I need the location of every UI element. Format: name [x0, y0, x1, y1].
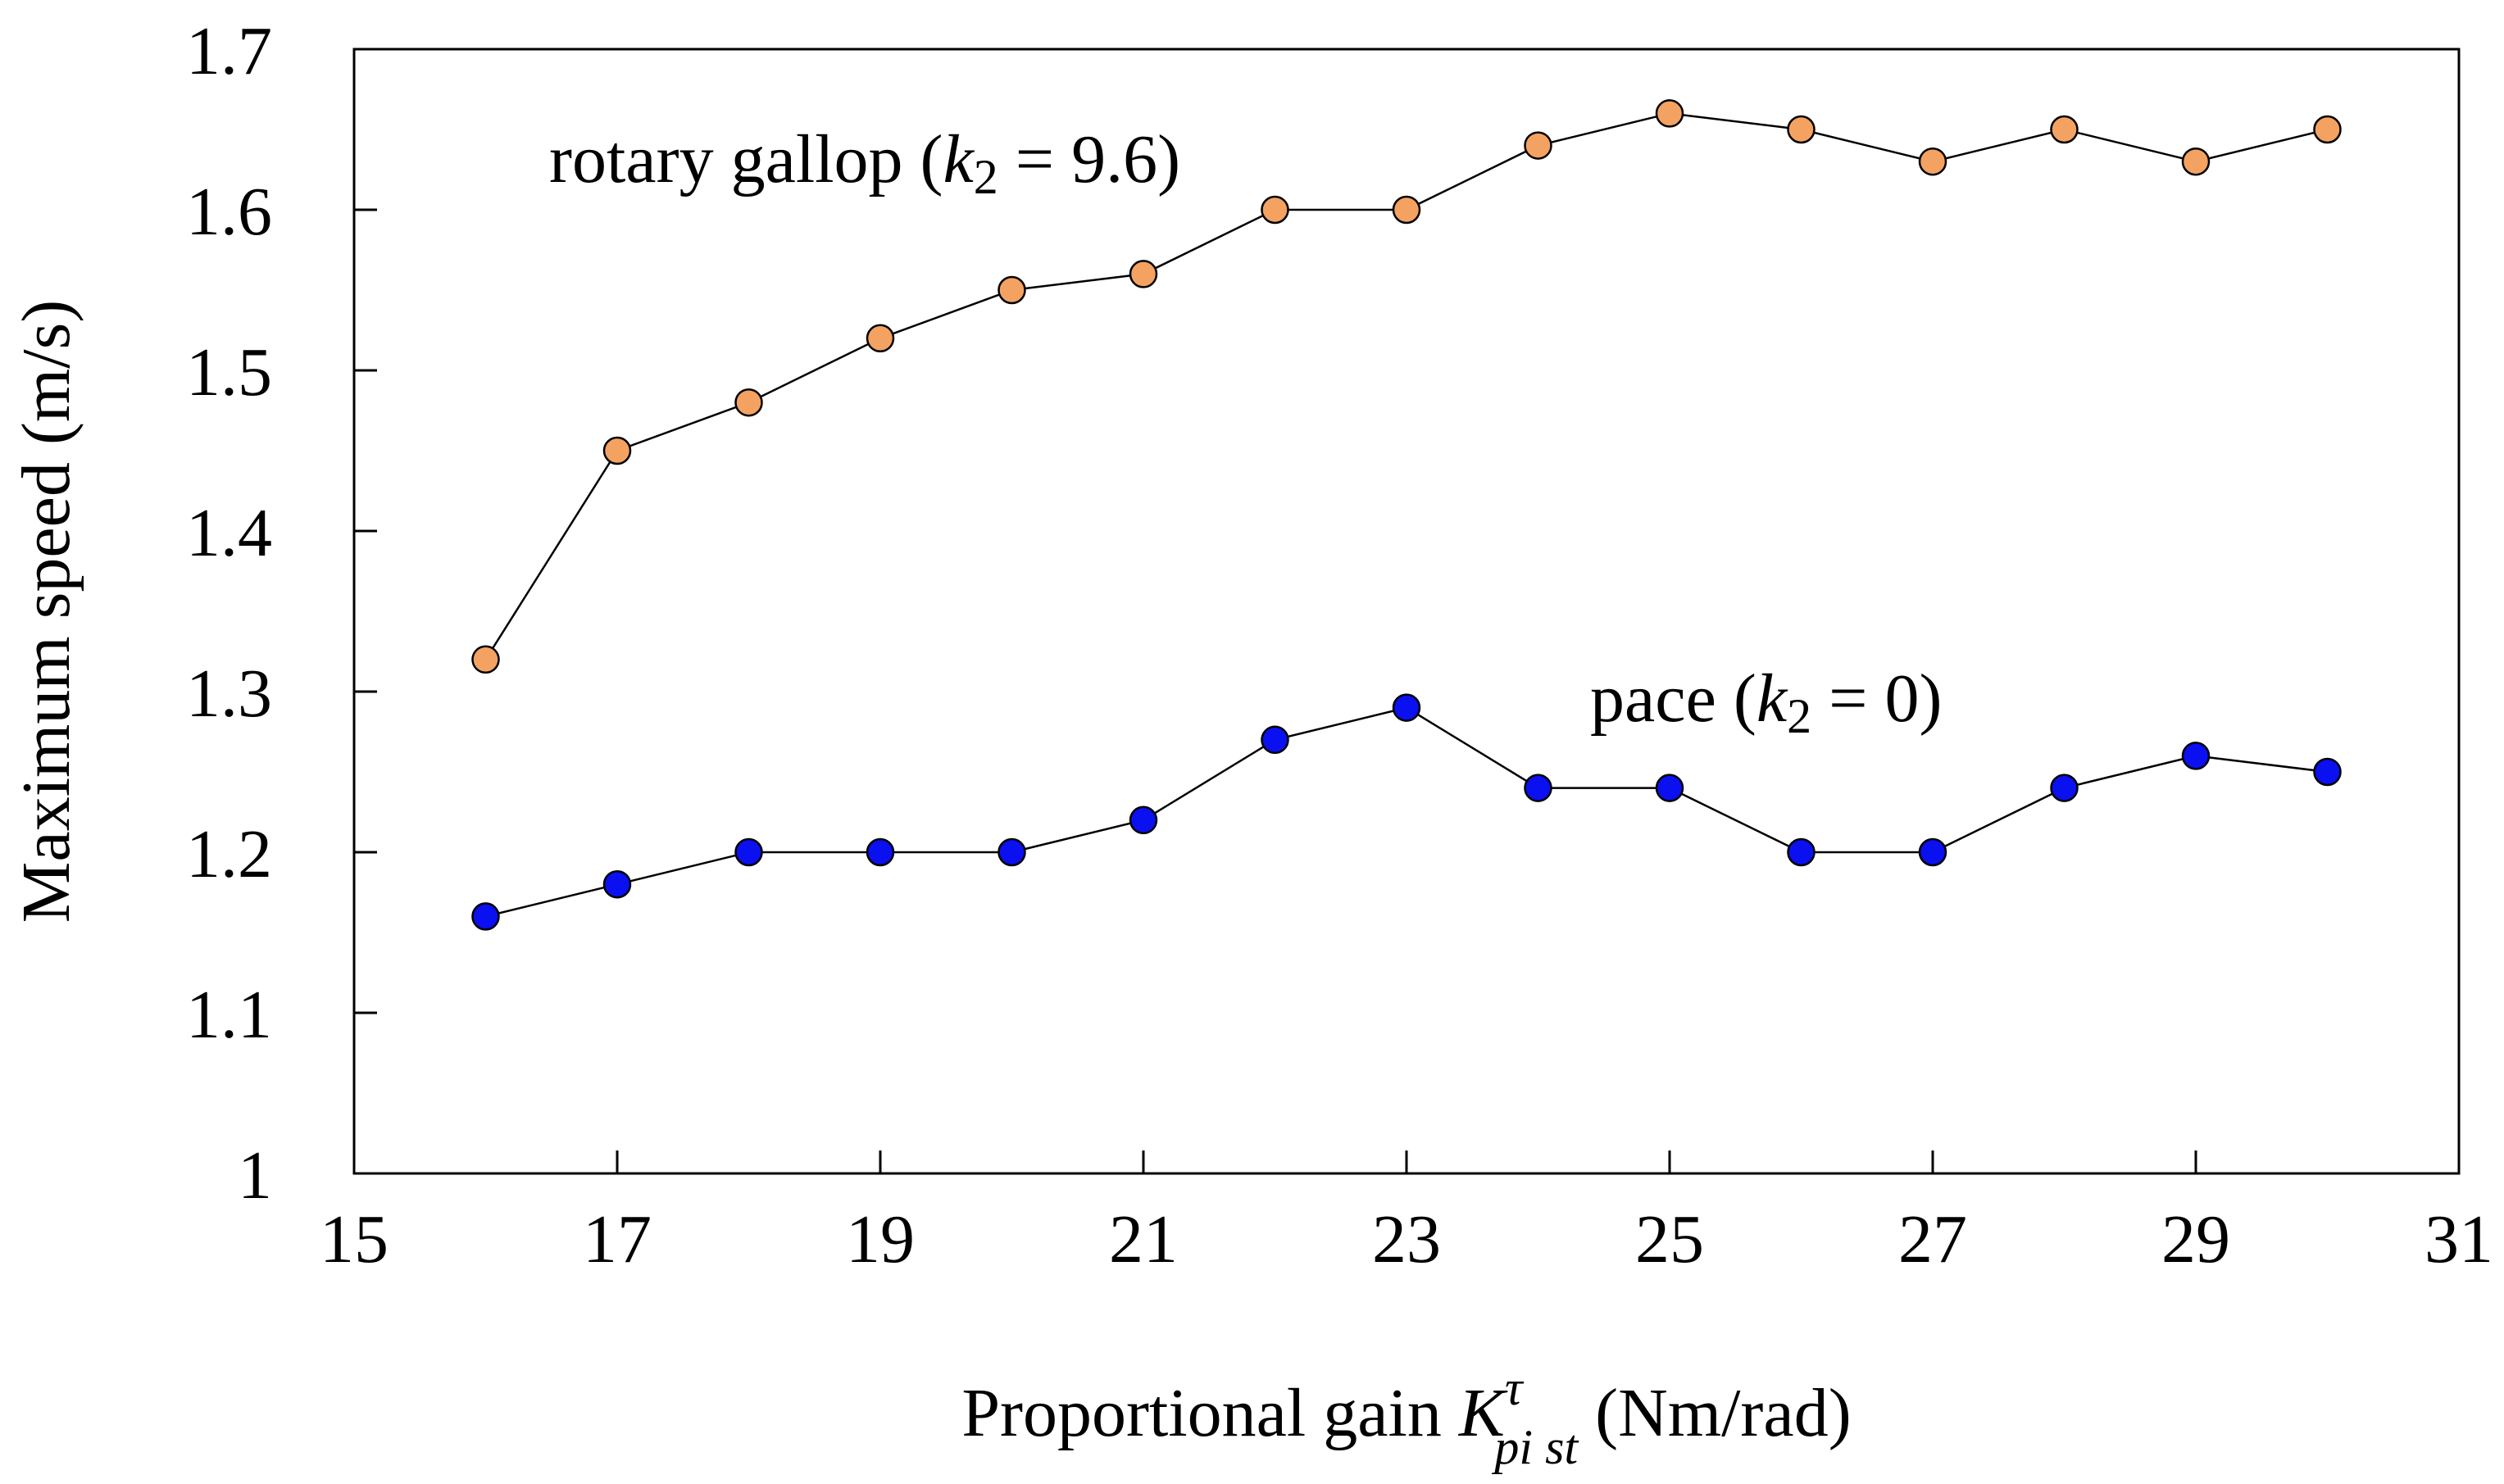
x-tick-label: 21	[1109, 1201, 1178, 1278]
y-tick-label: 1.7	[186, 13, 272, 89]
data-point-pace	[471, 902, 500, 931]
x-tick-label: 25	[1635, 1201, 1704, 1278]
x-axis-label: Proportional gain Kτ pi st (Nm/rad)	[961, 1361, 1851, 1474]
x-tick-label: 23	[1372, 1201, 1441, 1278]
y-tick-label: 1.4	[186, 495, 272, 571]
data-point-rotary-gallop	[1524, 131, 1552, 160]
data-point-pace	[2050, 774, 2079, 802]
x-tick-label: 17	[583, 1201, 652, 1278]
data-point-pace	[1787, 837, 1816, 867]
y-tick-label: 1.1	[186, 977, 272, 1053]
data-point-pace	[1918, 837, 1947, 867]
data-point-rotary-gallop	[734, 388, 763, 417]
series-label-pace: pace (k2 = 0)	[1590, 660, 1942, 743]
data-point-pace	[2313, 757, 2342, 787]
series-layer	[471, 99, 2342, 931]
data-point-rotary-gallop	[2313, 115, 2342, 144]
data-point-pace	[1392, 693, 1421, 722]
x-tick-label: 27	[1898, 1201, 1967, 1278]
data-point-pace	[998, 837, 1026, 867]
data-point-rotary-gallop	[1392, 195, 1421, 225]
data-point-rotary-gallop	[1655, 99, 1684, 128]
y-tick-label: 1.3	[186, 656, 272, 732]
data-point-pace	[734, 837, 763, 867]
data-point-rotary-gallop	[471, 645, 500, 674]
data-point-rotary-gallop	[1129, 260, 1158, 288]
data-point-rotary-gallop	[2181, 147, 2211, 176]
data-point-rotary-gallop	[1261, 195, 1289, 225]
y-axis: 1 1.1 1.2 1.3 1.4 1.5 1.6 1.7	[186, 13, 377, 1214]
data-point-pace	[866, 837, 895, 867]
data-point-pace	[1261, 725, 1289, 755]
data-point-pace	[1655, 774, 1684, 802]
data-point-rotary-gallop	[1918, 147, 1947, 176]
x-tick-label: 19	[846, 1201, 915, 1278]
x-tick-label: 31	[2424, 1201, 2493, 1278]
y-tick-label: 1.5	[186, 334, 272, 411]
series-label-rotary-gallop: rotary gallop (k2 = 9.6)	[549, 121, 1180, 204]
x-axis: 15 17 19 21 23 25 27 29 31	[320, 1150, 2493, 1278]
data-point-pace	[602, 869, 632, 899]
x-tick-label: 15	[320, 1201, 389, 1278]
series-line-pace	[485, 706, 2328, 918]
y-axis-label: Maximum speed (m/s)	[8, 300, 84, 924]
data-point-rotary-gallop	[998, 275, 1026, 305]
y-tick-label: 1.6	[186, 174, 272, 250]
y-tick-label: 1	[238, 1137, 272, 1214]
data-point-rotary-gallop	[602, 436, 632, 465]
data-point-rotary-gallop	[2050, 115, 2079, 144]
data-point-pace	[1129, 806, 1158, 835]
data-point-rotary-gallop	[1787, 115, 1816, 144]
data-point-rotary-gallop	[866, 324, 895, 353]
data-point-pace	[2181, 742, 2211, 770]
y-tick-label: 1.2	[186, 816, 272, 892]
data-point-pace	[1524, 774, 1552, 802]
x-tick-label: 29	[2161, 1201, 2230, 1278]
